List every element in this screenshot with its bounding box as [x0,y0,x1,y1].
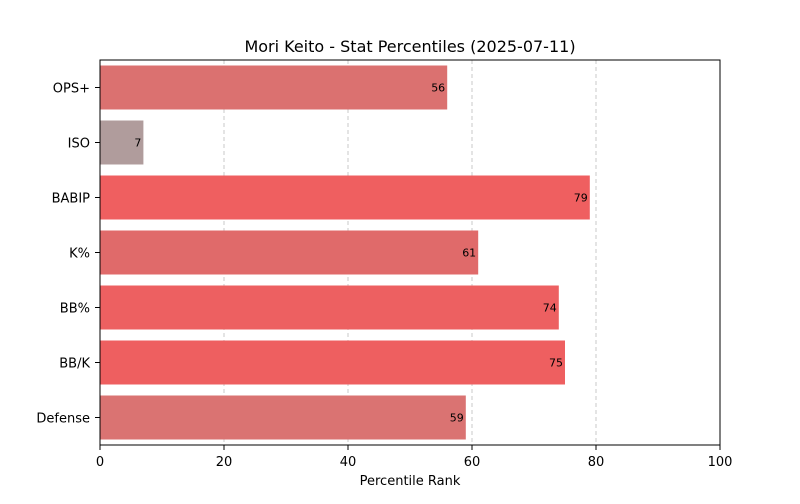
x-tick-label: 60 [464,455,481,470]
bar-value-labels: 56 7 79 61 74 75 59 [134,82,587,425]
bar-value-label: 59 [450,412,464,425]
y-tick-label: BABIP [52,192,91,207]
y-axis-ticks: OPS+ ISO BABIP K% BB% BB/K Defense [36,82,100,427]
x-axis-ticks: 0 20 40 60 80 100 [96,445,733,470]
bar-value-label: 61 [462,247,476,260]
y-tick-label: ISO [68,137,90,152]
y-tick-label: Defense [36,412,90,427]
bar [100,230,479,275]
x-tick-label: 20 [216,455,233,470]
bar-value-label: 7 [134,137,141,150]
x-tick-label: 100 [708,455,733,470]
y-tick-label: K% [69,247,90,262]
x-tick-label: 0 [96,455,104,470]
bar-value-label: 56 [431,82,445,95]
x-tick-label: 80 [588,455,605,470]
bar [100,175,590,220]
x-axis-label: Percentile Rank [360,474,461,489]
bar [100,285,559,330]
bar [100,340,565,385]
chart-title: Mori Keito - Stat Percentiles (2025-07-1… [244,37,575,56]
bars [100,65,590,440]
y-tick-label: OPS+ [53,82,90,97]
bar-value-label: 75 [549,357,563,370]
bar [100,65,448,110]
bar [100,120,144,165]
bar [100,395,466,440]
y-tick-label: BB/K [59,357,90,372]
x-tick-label: 40 [340,455,357,470]
bar-value-label: 74 [543,302,557,315]
bar-value-label: 79 [574,192,588,205]
y-tick-label: BB% [60,302,90,317]
